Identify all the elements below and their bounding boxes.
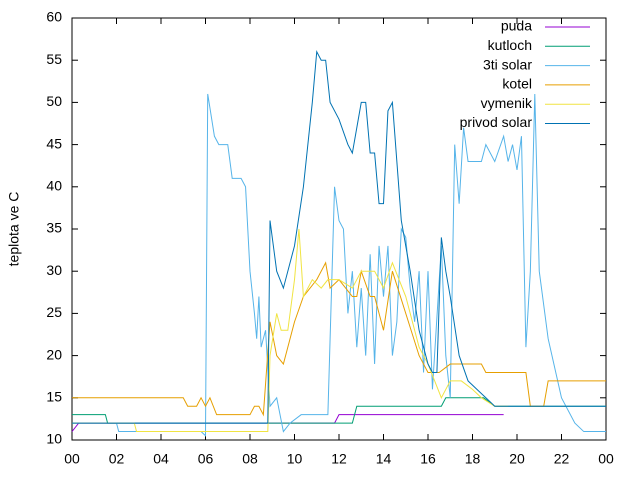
legend-label: puda bbox=[501, 18, 532, 34]
x-tick-label: 14 bbox=[376, 451, 392, 467]
y-tick-label: 15 bbox=[46, 389, 62, 405]
x-tick-label: 00 bbox=[598, 451, 614, 467]
y-tick-label: 35 bbox=[46, 220, 62, 236]
y-tick-label: 40 bbox=[46, 178, 62, 194]
y-tick-label: 45 bbox=[46, 135, 62, 151]
x-tick-label: 18 bbox=[465, 451, 481, 467]
x-tick-label: 10 bbox=[287, 451, 303, 467]
y-tick-label: 20 bbox=[46, 346, 62, 362]
x-tick-label: 08 bbox=[242, 451, 258, 467]
x-tick-label: 06 bbox=[198, 451, 214, 467]
series-line bbox=[72, 228, 509, 433]
x-tick-label: 00 bbox=[64, 451, 80, 467]
x-tick-label: 20 bbox=[509, 451, 525, 467]
x-tick-label: 12 bbox=[331, 451, 347, 467]
x-tick-label: 02 bbox=[109, 451, 125, 467]
series-line bbox=[72, 93, 606, 437]
y-tick-label: 30 bbox=[46, 262, 62, 278]
y-tick-label: 10 bbox=[46, 431, 62, 447]
y-tick-label: 60 bbox=[46, 9, 62, 25]
legend-label: vymenik bbox=[481, 95, 533, 111]
x-tick-label: 22 bbox=[554, 451, 570, 467]
legend-label: 3ti solar bbox=[483, 56, 532, 72]
legend-label: kutloch bbox=[488, 37, 532, 53]
y-tick-label: 55 bbox=[46, 51, 62, 67]
x-tick-label: 16 bbox=[420, 451, 436, 467]
y-tick-label: 25 bbox=[46, 304, 62, 320]
series-line bbox=[72, 261, 606, 417]
series-line bbox=[72, 397, 606, 424]
series-line bbox=[72, 50, 606, 424]
x-tick-label: 04 bbox=[153, 451, 169, 467]
legend-label: kotel bbox=[502, 76, 532, 92]
y-axis-label: teplota ve C bbox=[6, 192, 22, 267]
y-tick-label: 50 bbox=[46, 93, 62, 109]
legend-label: privod solar bbox=[460, 114, 533, 130]
